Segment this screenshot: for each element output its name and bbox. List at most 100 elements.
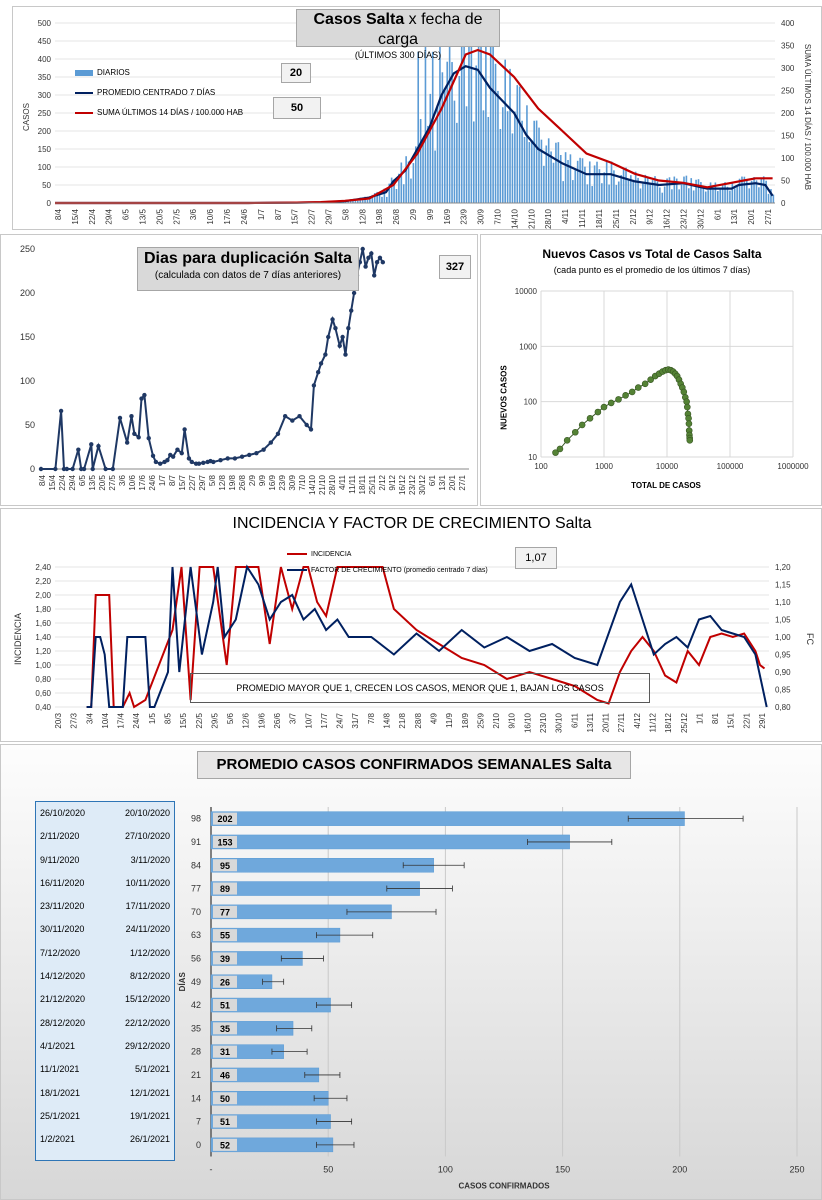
value-box-2: 50: [273, 97, 321, 119]
daily-bar: [770, 189, 772, 203]
x-tick-label: 8/7: [168, 474, 177, 486]
x-tick-label: 26/8: [392, 208, 401, 224]
y2-axis-label: FC: [805, 633, 815, 645]
x-tick-label: 8/4: [54, 208, 63, 220]
data-label-bg: [213, 859, 237, 872]
x-tick-label: 13/5: [139, 208, 148, 224]
y-tick-label: 91: [191, 837, 201, 847]
daily-bar: [485, 34, 487, 203]
data-label-bg: [213, 975, 237, 988]
x-tick-label: 27/1: [458, 474, 467, 490]
daily-bar: [695, 179, 697, 203]
daily-bar: [733, 188, 736, 203]
data-point: [380, 260, 386, 265]
week-row: 25/1/2021 19/1/2021: [36, 1105, 174, 1128]
data-point: [165, 458, 170, 463]
x-tick-label: 18/11: [358, 474, 367, 494]
data-point: [685, 420, 693, 427]
x-tick-label: 29/7: [324, 208, 333, 224]
data-point: [556, 445, 564, 453]
daily-bar: [661, 192, 664, 203]
y-axis-label: CASOS: [22, 103, 31, 131]
data-label: 51: [220, 1001, 230, 1011]
chart-title: PROMEDIO CASOS CONFIRMADOS SEMANALES Sal…: [216, 756, 612, 773]
data-point: [53, 466, 58, 472]
daily-bar: [395, 188, 398, 203]
data-label: 26: [220, 977, 230, 987]
daily-bar: [639, 188, 642, 203]
data-label: 51: [220, 1117, 230, 1127]
x-tick-label: 1000000: [777, 462, 809, 471]
y-tick-label: 2,20: [35, 577, 51, 586]
x-tick-label: 8/7: [274, 208, 283, 220]
x-tick-label: 11/11: [578, 208, 587, 227]
week-end-date: 9/11/2020: [40, 854, 80, 865]
daily-bar: [470, 38, 473, 204]
daily-bar: [354, 199, 357, 203]
data-label: 35: [220, 1024, 230, 1034]
daily-bar: [506, 111, 509, 203]
daily-bar: [456, 122, 458, 203]
x-tick-label: 29/4: [68, 474, 77, 490]
x-tick-label: 19/6: [257, 712, 266, 728]
x-tick-label: 50: [323, 1165, 333, 1175]
daily-bar: [410, 178, 412, 203]
data-point: [189, 459, 195, 465]
incidence-chart: 0,40 0,60 0,80 1,00 1,20 1,40 1,60 1,80 2,00 2,20…: [13, 563, 815, 733]
daily-bar: [762, 176, 765, 203]
daily-bar: [562, 181, 564, 203]
x-tick-label: 22/4: [58, 474, 67, 490]
data-point: [110, 466, 116, 472]
daily-bar: [690, 178, 693, 203]
daily-bar: [736, 186, 738, 203]
daily-bar: [726, 186, 729, 203]
data-point: [232, 456, 238, 461]
daily-bar: [415, 146, 417, 203]
data-point: [129, 414, 134, 419]
daily-bar: [627, 179, 630, 203]
daily-bar: [530, 140, 533, 203]
data-point: [117, 415, 123, 421]
y-tick-label: 63: [191, 930, 201, 940]
y-tick-label: 300: [38, 91, 52, 100]
data-label-bg: [213, 905, 237, 918]
daily-bar: [494, 63, 497, 204]
daily-bar: [511, 133, 514, 203]
week-end-date: 4/1/2021: [40, 1040, 76, 1051]
data-point: [146, 436, 151, 441]
daily-bar: [528, 142, 531, 203]
week-row: 30/11/2020 24/11/2020: [36, 918, 174, 941]
x-tick-label: 6/5: [78, 474, 87, 486]
data-point: [124, 440, 130, 445]
daily-bar: [555, 142, 557, 203]
data-point: [186, 456, 192, 461]
week-start-date: 12/1/2021: [129, 1087, 170, 1098]
legend-label: INCIDENCIA: [311, 551, 352, 558]
week-start-date: 22/12/2020: [124, 1017, 170, 1028]
y-tick-label: 250: [20, 244, 35, 254]
week-row: 11/1/2021 5/1/2021: [36, 1058, 174, 1081]
week-start-date: 24/11/2020: [125, 924, 170, 935]
data-label-bg: [213, 1068, 237, 1081]
daily-bar: [753, 176, 755, 203]
data-label-bg: [213, 812, 237, 825]
daily-bar: [671, 189, 673, 203]
week-start-date: 17/11/2020: [125, 901, 170, 912]
y-tick-label: 50: [42, 181, 51, 190]
data-point: [337, 343, 342, 348]
week-end-date: 26/10/2020: [40, 808, 86, 818]
daily-bar: [347, 200, 349, 203]
daily-bar: [644, 174, 647, 203]
x-tick-label: 13/1: [730, 208, 739, 224]
week-end-date: 11/1/2021: [40, 1064, 80, 1075]
daily-bar: [598, 169, 601, 203]
daily-bar: [443, 88, 446, 203]
daily-bar: [487, 116, 490, 203]
x-tick-label: 9/12: [646, 208, 655, 224]
daily-bar: [453, 100, 456, 203]
data-label-bg: [213, 882, 237, 895]
data-point: [374, 260, 380, 265]
y2-tick-label: 350: [781, 42, 795, 51]
chart-title-bold: Casos Salta: [313, 11, 405, 28]
